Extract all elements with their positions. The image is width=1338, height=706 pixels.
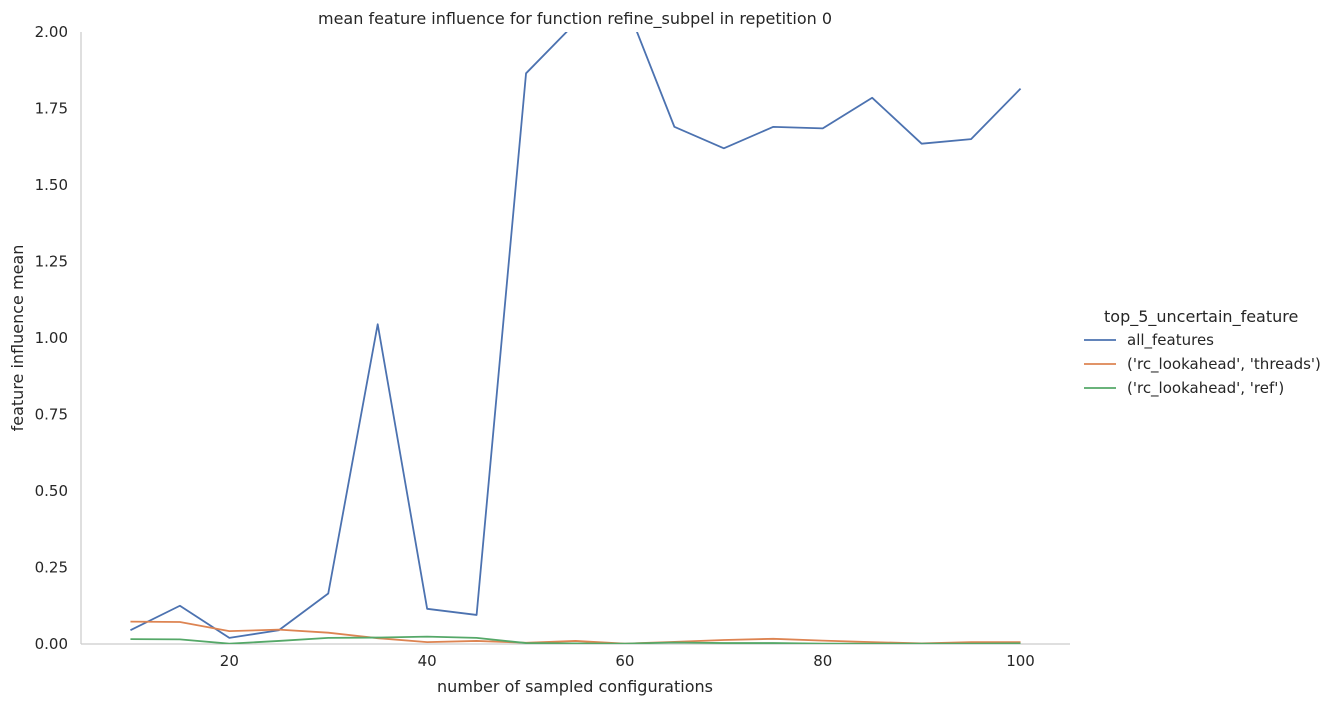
chart-title: mean feature influence for function refi… [318, 9, 832, 29]
x-tick-label: 20 [220, 652, 239, 670]
legend-label: ('rc_lookahead', 'threads') [1127, 355, 1321, 374]
series-line-2 [130, 635, 1021, 644]
y-tick-label: 1.75 [35, 100, 68, 118]
y-axis-ticks: 0.00 0.25 0.50 0.75 1.00 1.25 1.50 1.75 2.00 [35, 23, 68, 653]
y-tick-label: 1.25 [35, 253, 68, 271]
x-tick-label: 100 [1006, 652, 1035, 670]
legend: top_5_uncertain_feature all_features ('rc… [1084, 307, 1321, 398]
x-tick-label: 40 [418, 652, 437, 670]
y-tick-label: 1.50 [35, 176, 68, 194]
x-tick-label: 60 [615, 652, 634, 670]
y-tick-label: 1.00 [35, 329, 68, 347]
legend-label: ('rc_lookahead', 'ref') [1127, 379, 1284, 398]
x-axis-ticks: 20 40 60 80 100 [220, 652, 1035, 670]
y-axis-label: feature influence mean [8, 245, 27, 432]
y-tick-label: 0.75 [35, 406, 68, 424]
y-tick-label: 0.50 [35, 482, 68, 500]
x-tick-label: 80 [813, 652, 832, 670]
series-line-1 [130, 620, 1021, 644]
y-tick-label: 2.00 [35, 23, 68, 41]
series-line-0 [130, 32, 1022, 639]
y-tick-label: 0.00 [35, 635, 68, 653]
legend-title: top_5_uncertain_feature [1104, 307, 1298, 327]
legend-label: all_features [1127, 331, 1214, 350]
series-layer [130, 32, 1022, 644]
y-tick-label: 0.25 [35, 559, 68, 577]
x-axis-label: number of sampled configurations [437, 677, 713, 696]
axes-spines [80, 32, 1070, 645]
